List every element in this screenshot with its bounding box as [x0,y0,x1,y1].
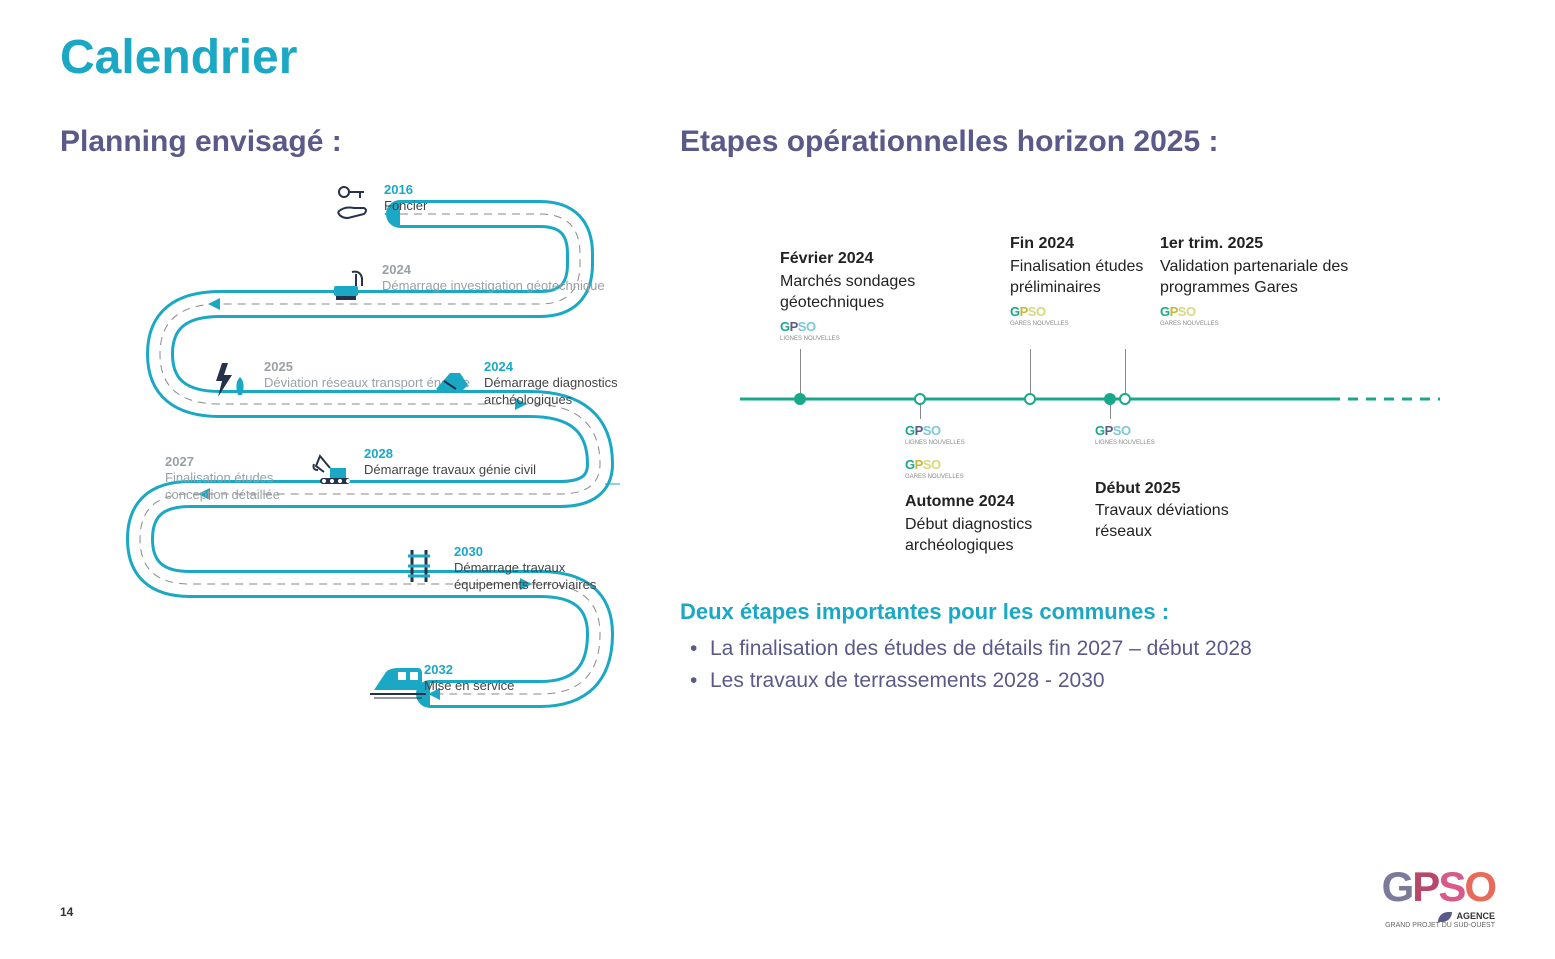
milestone-year: 2028 [364,446,536,462]
serpentine-road: 2016Foncier 2024Démarrage investigation … [60,184,620,744]
milestone-desc: Mise en service [424,678,514,694]
milestone-geotech: 2024Démarrage investigation géotechnique [328,262,605,306]
milestone-year: 2024 [382,262,605,278]
gpso-badge-icon: GPSOGARES NOUVELLES [905,457,964,482]
timeline-subtitle: Etapes opérationnelles horizon 2025 : [680,125,1495,159]
milestone-archeo: 2024Démarrage diagnostics archéologiques [430,359,620,408]
train-icon [370,662,414,706]
milestone-desc: Finalisation études conception détaillée [165,470,295,503]
event-date: Février 2024 [780,249,960,270]
event-desc: Travaux déviations réseaux [1095,501,1275,543]
timeline-dot [794,393,806,405]
milestone-desc: Foncier [384,198,427,214]
timeline-column: Etapes opérationnelles horizon 2025 : Fé… [680,125,1495,744]
milestone-desc: Démarrage diagnostics archéologiques [484,375,620,408]
timeline-event-deb25: GPSOLIGNES NOUVELLES Début 2025 Travaux … [1095,417,1275,543]
milestone-year: 2024 [484,359,620,375]
energy-icon [210,359,254,403]
event-desc: Validation partenariale des programmes G… [1160,257,1380,299]
gpso-corner-logo: GPSO AGENCE GRAND PROJET DU SUD-OUEST [1382,863,1495,929]
milestone-desc: Démarrage travaux génie civil [364,462,536,478]
event-desc: Début diagnostics archéologiques [905,515,1085,557]
important-title: Deux étapes importantes pour les commune… [680,599,1495,625]
timeline: Février 2024 Marchés sondages géotechniq… [680,199,1495,579]
timeline-dot [914,393,926,405]
timeline-event-fev24: Février 2024 Marchés sondages géotechniq… [780,249,960,347]
page-number: 14 [60,905,73,919]
gpso-badge-icon: GPSOGARES NOUVELLES [1160,304,1219,329]
milestone-foncier: 2016Foncier [330,182,427,226]
milestone-year: 2016 [384,182,427,198]
planning-column: Planning envisagé : [60,125,640,744]
excavator-icon [310,446,354,490]
gpso-badge-icon: GPSOLIGNES NOUVELLES [905,423,965,448]
timeline-dot [1024,393,1036,405]
event-date: Automne 2024 [905,492,1085,513]
milestone-geniecivil: 2028Démarrage travaux génie civil [310,446,536,490]
page-title: Calendrier [60,30,1495,85]
rail-icon [400,544,444,588]
gpso-badge-icon: GPSOLIGNES NOUVELLES [780,319,840,344]
milestone-desc: Démarrage investigation géotechnique [382,278,605,294]
timeline-event-t125: 1er trim. 2025 Validation partenariale d… [1160,234,1380,332]
milestone-etudes: 2027Finalisation études conception détai… [165,454,295,503]
dig-icon [430,359,474,403]
event-desc: Marchés sondages géotechniques [780,272,960,314]
gpso-badge-icon: GPSOLIGNES NOUVELLES [1095,423,1155,448]
timeline-dot [1104,393,1116,405]
bullet-item: La finalisation des études de détails fi… [680,637,1495,661]
milestone-year: 2030 [454,544,620,560]
timeline-event-aut24: GPSOLIGNES NOUVELLES GPSOGARES NOUVELLES… [905,417,1085,557]
planning-subtitle: Planning envisagé : [60,125,640,159]
timeline-dot [1119,393,1131,405]
bullet-item: Les travaux de terrassements 2028 - 2030 [680,669,1495,693]
milestone-service: 2032Mise en service [370,662,514,706]
milestone-year: 2027 [165,454,295,470]
milestone-ferro: 2030Démarrage travaux équipements ferrov… [400,544,620,593]
event-date: 1er trim. 2025 [1160,234,1380,255]
milestone-year: 2032 [424,662,514,678]
gpso-badge-icon: GPSOGARES NOUVELLES [1010,304,1069,329]
key-hand-icon [330,182,374,226]
drill-icon [328,262,372,306]
event-date: Début 2025 [1095,479,1275,500]
important-bullets: La finalisation des études de détails fi… [680,637,1495,693]
milestone-desc: Démarrage travaux équipements ferroviair… [454,560,620,593]
